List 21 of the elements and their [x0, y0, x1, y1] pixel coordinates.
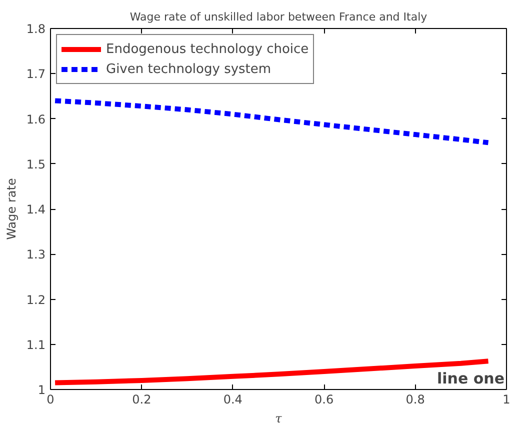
y-tick-label: 1.4 — [26, 202, 46, 216]
chart-title: Wage rate of unskilled labor between France and Italy — [130, 10, 428, 24]
y-tick-label: 1.7 — [26, 67, 46, 82]
x-tick-label: 0.8 — [406, 392, 425, 406]
legend-label: Given technology system — [106, 62, 272, 76]
y-tick-label: 1.5 — [26, 157, 46, 172]
x-tick-label: 0 — [46, 392, 54, 406]
annotation: line one — [436, 370, 504, 388]
x-tick-label: 1 — [502, 392, 510, 406]
y-tick-label: 1.8 — [26, 22, 46, 36]
legend-label: Endogenous technology choice — [106, 42, 309, 56]
x-tick-label: 0.4 — [223, 392, 242, 406]
y-tick-label: 1.1 — [26, 338, 46, 352]
y-axis-title: Wage rate — [4, 178, 18, 240]
y-tick-label: 1.6 — [26, 112, 46, 126]
x-axis-title: τ — [275, 412, 282, 426]
y-tick-label: 1.3 — [26, 248, 46, 262]
y-tick-label: 1.2 — [26, 292, 46, 307]
y-tick-label: 1 — [38, 383, 46, 397]
x-tick-label: 0.2 — [132, 392, 152, 406]
x-tick-label: 0.6 — [314, 392, 334, 406]
